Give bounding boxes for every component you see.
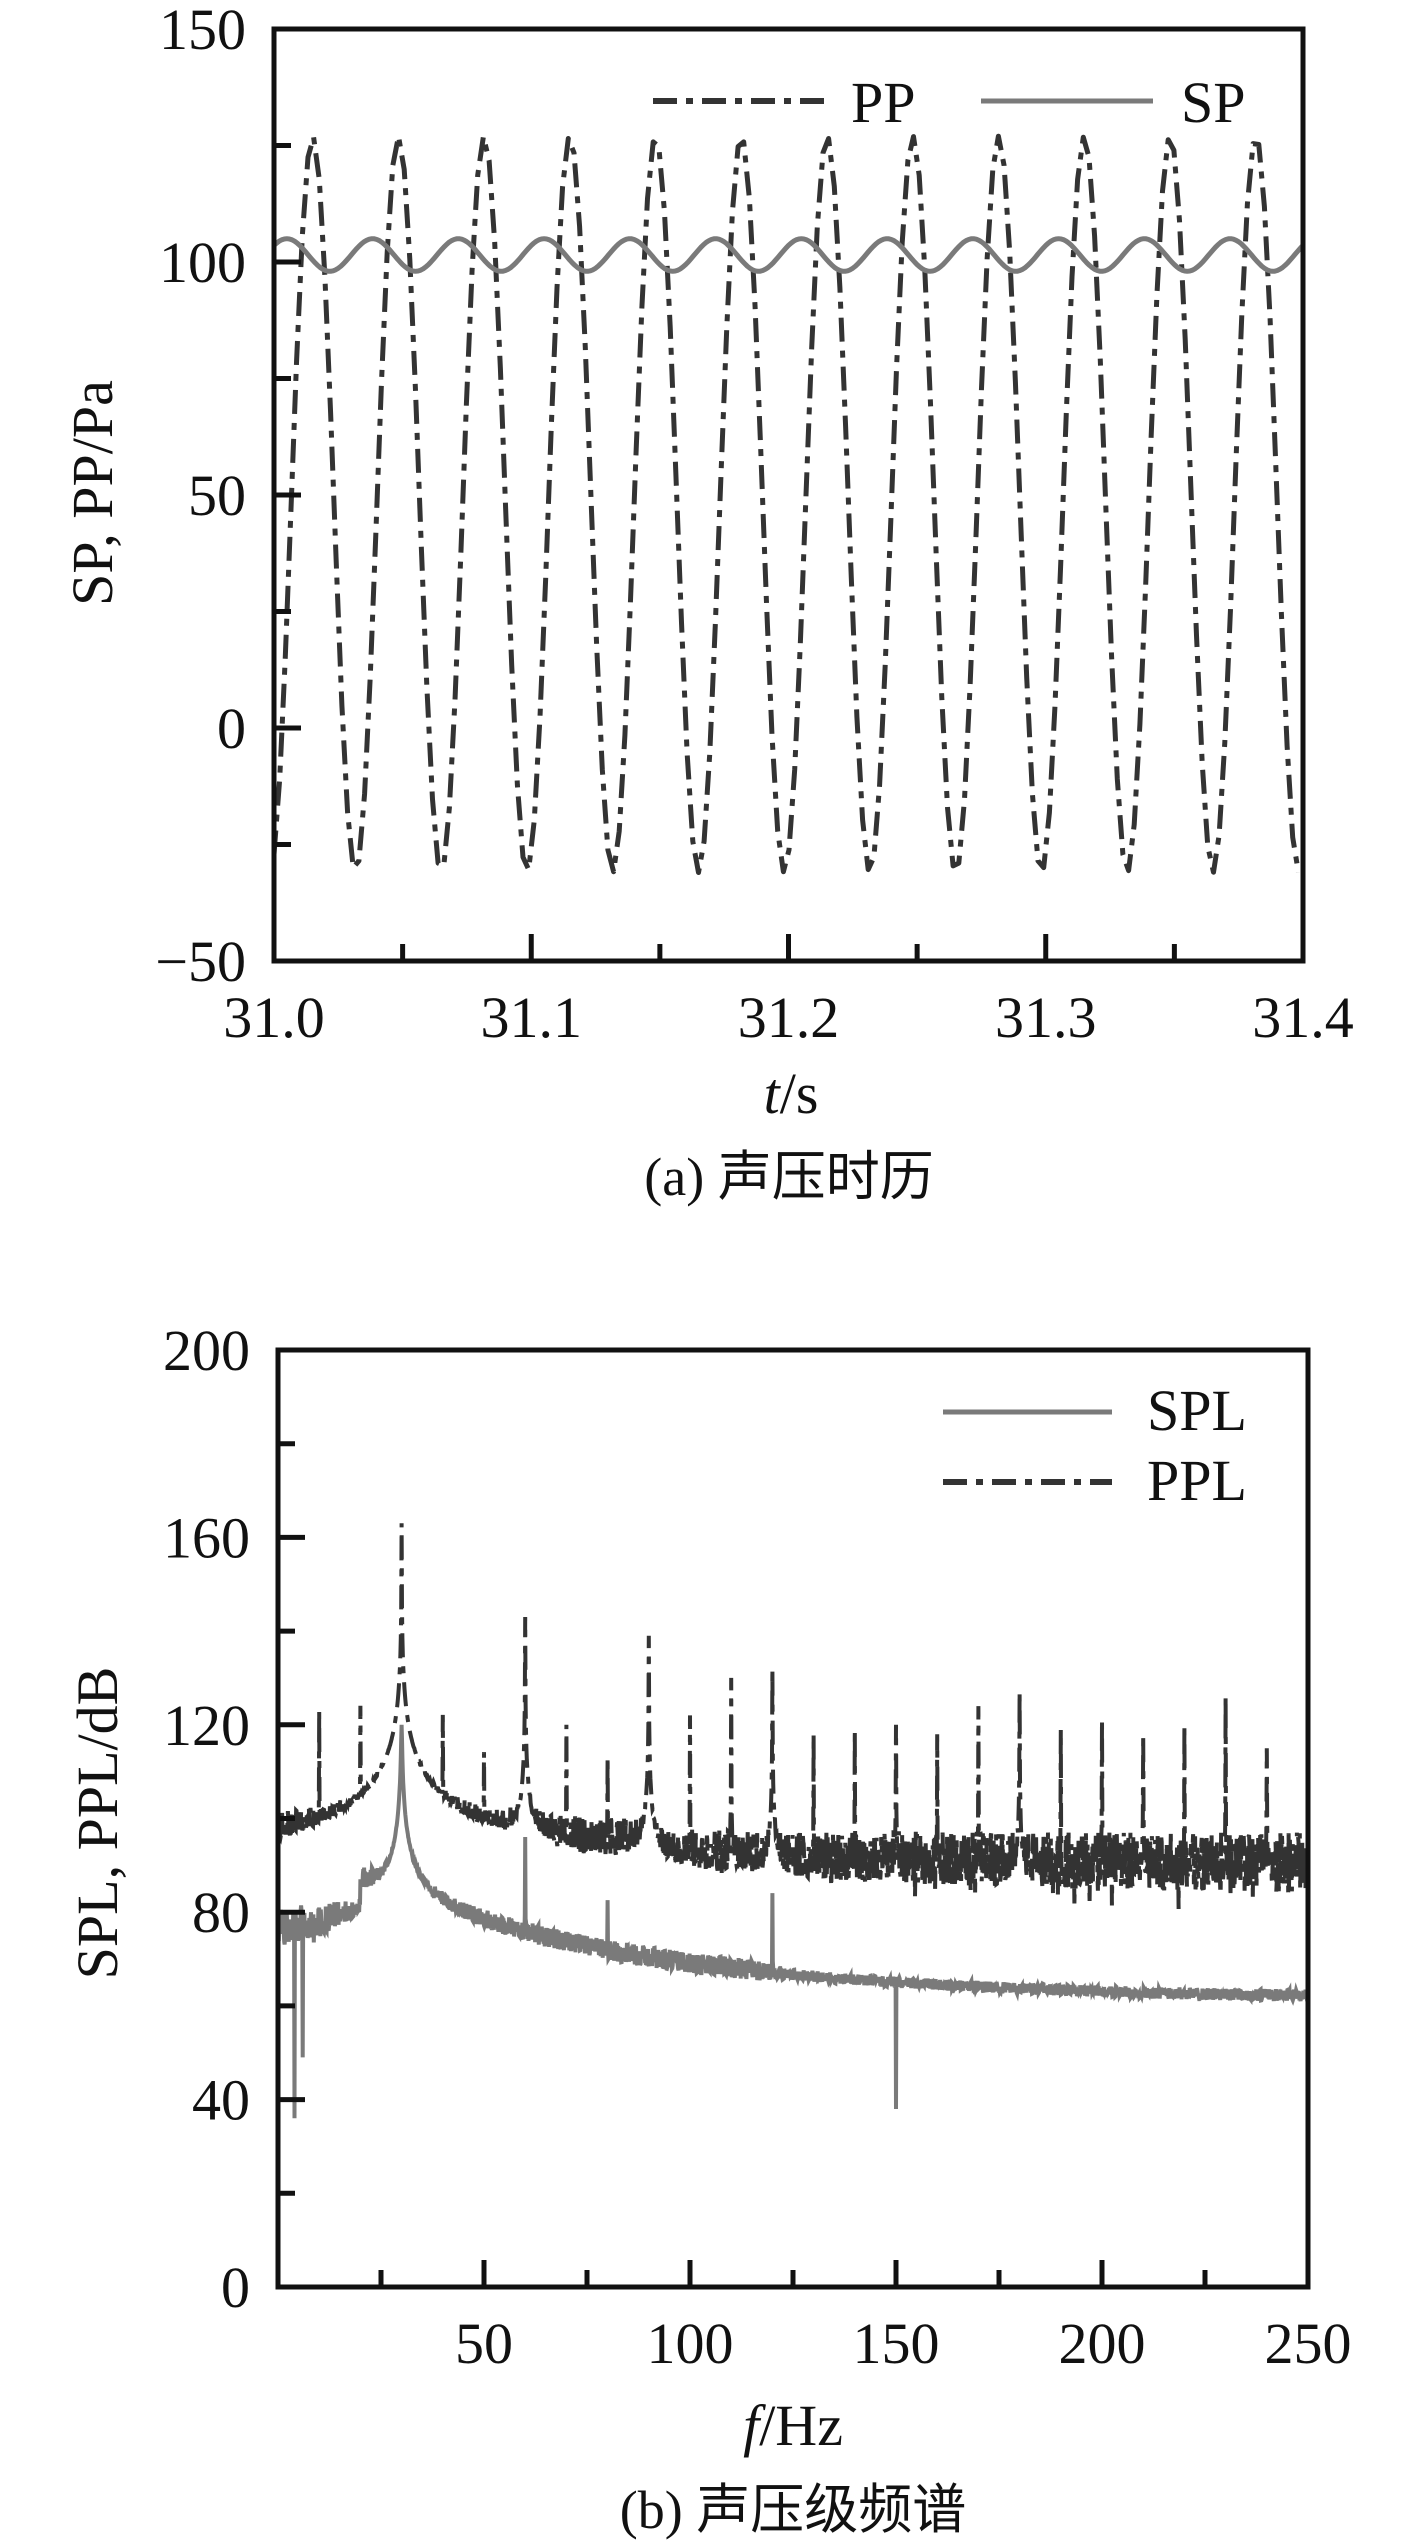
x-tick-label: 150 (853, 2311, 940, 2376)
y-tick-label: 160 (163, 1505, 250, 1570)
x-tick-label: 31.2 (738, 985, 840, 1050)
chart-a-y-axis-title: SP, PP/Pa (60, 380, 125, 606)
y-tick-label: −50 (155, 929, 246, 994)
legend-sp-label: SP (1181, 70, 1246, 135)
x-title-unit: /s (780, 1061, 819, 1126)
chart-a-plot-frame (271, 26, 1306, 964)
x-title-unit: /Hz (759, 2393, 843, 2458)
chart-a-sound-pressure-time-history: 31.0 31.1 31.2 31.3 31.4 −50 0 50 100 150 PP SP S… (60, 0, 1354, 1207)
x-tick-label: 250 (1265, 2311, 1352, 2376)
series-sp (274, 236, 1303, 274)
y-tick-label: 0 (221, 2255, 250, 2320)
y-tick-label: 80 (192, 1880, 250, 1945)
chart-b-legend: SPL PPL (943, 1378, 1247, 1513)
y-tick-label: 0 (217, 696, 246, 761)
chart-a-legend: PP SP (653, 70, 1246, 135)
x-tick-label: 100 (647, 2311, 734, 2376)
y-tick-label: 120 (163, 1693, 250, 1758)
series-spl (278, 1724, 1308, 2119)
legend-spl-label: SPL (1147, 1378, 1247, 1443)
chart-a-series (274, 133, 1303, 875)
chart-b-y-axis-title: SPL, PPL/dB (65, 1667, 130, 1980)
chart-a-ticks: 31.0 31.1 31.2 31.3 31.4 −50 0 50 100 150 (155, 0, 1353, 1050)
x-tick-label: 200 (1059, 2311, 1146, 2376)
legend-ppl-label: PPL (1147, 1448, 1247, 1513)
chart-a-x-axis-title: t/s (764, 1061, 819, 1126)
y-tick-label: 50 (188, 463, 246, 528)
chart-b-series (278, 1523, 1308, 2119)
y-tick-label: 40 (192, 2068, 250, 2133)
chart-a-caption: (a) 声压时历 (644, 1147, 933, 1207)
y-tick-label: 200 (163, 1318, 250, 1383)
chart-b-sound-pressure-level-spectrum: 50 100 150 200 250 0 40 80 120 160 200 SPL PPL SPL… (65, 1318, 1352, 2540)
x-tick-label: 50 (455, 2311, 513, 2376)
chart-b-ticks: 50 100 150 200 250 0 40 80 120 160 200 (163, 1318, 1352, 2376)
legend-pp-label: PP (851, 70, 916, 135)
x-tick-label: 31.4 (1252, 985, 1354, 1050)
series-ppl (278, 1523, 1308, 1910)
y-tick-label: 100 (159, 230, 246, 295)
x-title-symbol: t (764, 1061, 782, 1126)
chart-b-x-axis-title: f/Hz (743, 2393, 843, 2458)
y-tick-label: 150 (159, 0, 246, 62)
x-tick-label: 31.0 (223, 985, 325, 1050)
x-tick-label: 31.1 (481, 985, 583, 1050)
chart-b-caption: (b) 声压级频谱 (620, 2480, 966, 2540)
series-pp (274, 133, 1301, 875)
x-tick-label: 31.3 (995, 985, 1097, 1050)
